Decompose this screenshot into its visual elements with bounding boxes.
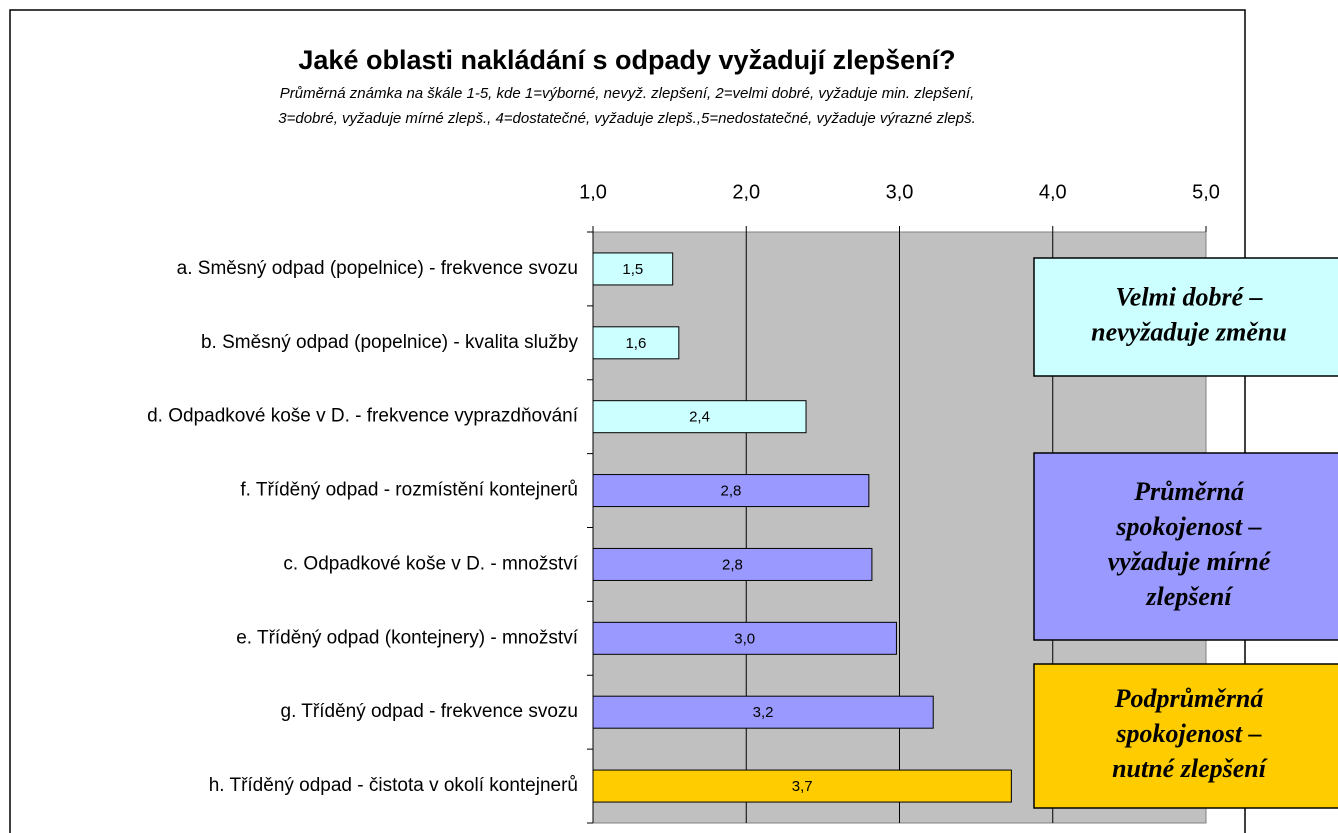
legend-text: zlepšení (1145, 582, 1233, 611)
data-label: 3,7 (792, 778, 813, 795)
y-tick-label: c. Odpadkové koše v D. - množství (283, 553, 578, 574)
chart-title: Jaké oblasti nakládání s odpady vyžadují… (298, 45, 955, 75)
bar (592, 400, 807, 434)
legend-box (1033, 257, 1338, 377)
legend-text: nevyžaduje změnu (1091, 317, 1287, 346)
legend-text: Velmi dobré – (1115, 282, 1262, 311)
bar (592, 252, 674, 286)
bar (592, 621, 897, 655)
legend-text: Podprůměrná (1114, 684, 1265, 713)
legend-text: spokojenost – (1115, 512, 1261, 541)
chart-subtitle: 3=dobré, vyžaduje mírné zlepš., 4=dostat… (278, 110, 976, 127)
x-tick-label: 5,0 (1192, 181, 1220, 203)
data-label: 2,8 (722, 556, 743, 573)
x-tick-label: 2,0 (732, 181, 760, 203)
x-tick-label: 3,0 (886, 181, 914, 203)
legend-text: Průměrná (1133, 477, 1245, 506)
x-tick-label: 1,0 (579, 181, 607, 203)
legend-text: nutné zlepšení (1112, 754, 1268, 783)
bar (592, 769, 1012, 803)
y-tick-label: f. Tříděný odpad - rozmístění kontejnerů (240, 480, 578, 501)
data-label: 2,4 (689, 409, 710, 426)
y-tick-label: h. Tříděný odpad - čistota v okolí konte… (209, 775, 578, 796)
legend-box (1033, 663, 1338, 809)
x-tick-label: 4,0 (1039, 181, 1067, 203)
bar (592, 474, 870, 508)
legend-text: spokojenost – (1115, 719, 1261, 748)
bar (592, 326, 680, 360)
y-tick-label: g. Tříděný odpad - frekvence svozu (281, 701, 578, 722)
data-label: 1,6 (625, 335, 646, 352)
data-label: 3,0 (734, 630, 755, 647)
legend-text: vyžaduje mírné (1108, 547, 1272, 576)
y-tick-label: a. Směsný odpad (popelnice) - frekvence … (177, 258, 578, 279)
data-label: 1,5 (622, 261, 643, 278)
data-label: 2,8 (720, 483, 741, 500)
y-tick-label: e. Tříděný odpad (kontejnery) - množství (236, 627, 579, 648)
legend-box (1033, 452, 1338, 641)
y-tick-label: b. Směsný odpad (popelnice) - kvalita sl… (201, 332, 579, 353)
y-tick-label: d. Odpadkové koše v D. - frekvence vypra… (147, 406, 579, 427)
bar (592, 547, 873, 581)
bar (592, 695, 934, 729)
chart-subtitle: Průměrná známka na škále 1-5, kde 1=výbo… (280, 85, 975, 102)
data-label: 3,2 (753, 704, 774, 721)
